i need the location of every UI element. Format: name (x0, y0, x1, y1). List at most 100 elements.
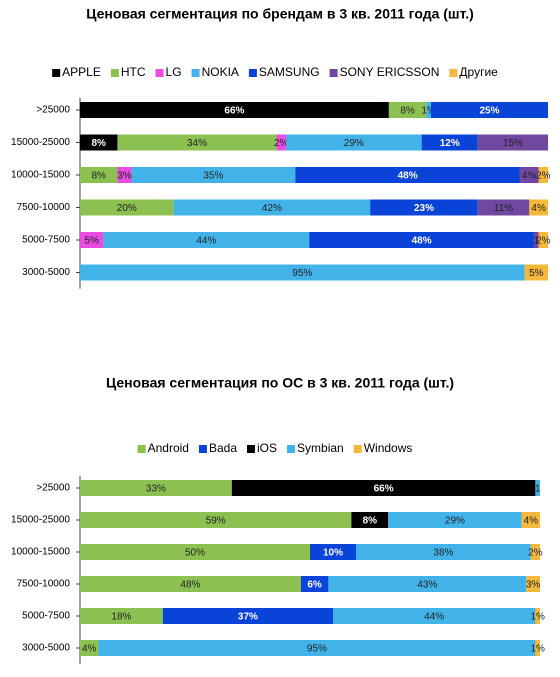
bar-segment (80, 608, 163, 624)
value-label: 23% (414, 203, 434, 214)
value-label: 8% (363, 516, 378, 527)
bar-segment (519, 167, 539, 183)
bar-segment (421, 134, 478, 151)
bar-segment (80, 232, 104, 248)
value-label: 10% (323, 548, 343, 559)
bar-segment (80, 134, 118, 151)
value-label: 2% (536, 236, 551, 247)
value-label: 3% (117, 171, 132, 182)
bar-segment (310, 544, 356, 560)
value-label: 95% (292, 268, 312, 279)
bar-segment (80, 480, 232, 496)
bar-segment (80, 512, 352, 528)
bar-segment (285, 134, 422, 151)
category-label: >25000 (36, 105, 70, 116)
value-label: 34% (187, 138, 207, 149)
legend-swatch (329, 69, 338, 77)
value-label: 4% (522, 171, 537, 182)
category-label: 3000-5000 (22, 643, 70, 654)
legend-label: iOS (257, 441, 277, 455)
legend-label: Symbian (297, 441, 344, 455)
bar-segment (328, 576, 527, 592)
bar-segment (431, 102, 548, 118)
category-label: 15000-25000 (11, 137, 70, 148)
bar-segment (80, 167, 118, 183)
legend: Android Bada iOS Symbian Windows (137, 441, 413, 455)
value-label: 3% (526, 580, 541, 591)
bar-segment (80, 576, 301, 592)
legend-swatch (137, 445, 146, 453)
value-label: 8% (91, 171, 106, 182)
legend-label: Другие (459, 65, 498, 79)
bar-segment (300, 576, 329, 592)
category-label: 10000-15000 (11, 547, 70, 558)
bar-segment (162, 608, 333, 624)
value-label: 43% (417, 580, 437, 591)
bar-segment (530, 544, 540, 560)
category-label: 7500-10000 (17, 202, 71, 213)
legend-swatch (353, 445, 362, 453)
value-label: 37% (238, 612, 258, 623)
bar-segment (538, 232, 548, 248)
value-label: 4% (524, 516, 539, 527)
bar-segment (388, 102, 427, 118)
value-label: 6% (307, 580, 322, 591)
bar-segment (351, 512, 389, 528)
value-label: 11% (494, 203, 513, 214)
bar-segment (173, 199, 371, 216)
bar-segment (103, 232, 310, 248)
bar-segment (80, 102, 389, 118)
legend-label: NOKIA (202, 65, 239, 79)
bar-segment (477, 199, 530, 216)
bar-segment (117, 134, 277, 151)
bar-segment (276, 134, 286, 151)
value-label: 50% (185, 548, 205, 559)
bar-segment (98, 640, 536, 656)
value-label: 29% (344, 138, 364, 149)
value-label: 66% (224, 106, 244, 117)
legend-swatch (287, 445, 296, 453)
legend-label: Windows (364, 441, 413, 455)
legend-swatch (110, 69, 119, 77)
bar-segment (370, 199, 478, 216)
value-label: 1% (530, 612, 545, 623)
bar-segment (538, 167, 548, 183)
value-label: 2% (528, 548, 543, 559)
legend-swatch (248, 69, 257, 77)
value-label: 4% (531, 203, 546, 214)
bar-segment (80, 264, 525, 281)
bar-segment (533, 232, 539, 248)
bar-segment (426, 102, 431, 118)
legend-label: APPLE (62, 65, 101, 79)
chart-title: Ценовая сегментация по брендам в 3 кв. 2… (86, 6, 474, 22)
value-label: 18% (111, 612, 131, 623)
value-label: 2% (536, 171, 551, 182)
value-label: 95% (307, 644, 327, 655)
legend-label: SAMSUNG (259, 65, 320, 79)
category-label: 7500-10000 (17, 579, 71, 590)
bar-segment (117, 167, 132, 183)
legend-swatch (155, 69, 164, 77)
category-label: 5000-7500 (22, 235, 70, 246)
legend-swatch (52, 69, 61, 77)
value-label: 1% (421, 106, 436, 117)
bar-segment (526, 576, 540, 592)
value-label: 8% (91, 138, 106, 149)
bar-segment (356, 544, 531, 560)
category-label: 10000-15000 (11, 170, 70, 181)
value-label: 48% (412, 236, 432, 247)
legend-swatch (191, 69, 200, 77)
value-label: 48% (398, 171, 418, 182)
bar-segment (535, 640, 540, 656)
value-label: 42% (262, 203, 282, 214)
value-label: 25% (479, 106, 499, 117)
value-label: 59% (206, 516, 226, 527)
bar-segment (231, 480, 536, 496)
value-label: 1 (534, 236, 540, 247)
bar-segment (529, 199, 548, 216)
value-label: 12% (440, 138, 460, 149)
category-label: 3000-5000 (22, 267, 70, 278)
chart-title: Ценовая сегментация по ОС в 3 кв. 2011 г… (106, 375, 454, 391)
legend-swatch (198, 445, 207, 453)
value-label: 66% (374, 484, 394, 495)
